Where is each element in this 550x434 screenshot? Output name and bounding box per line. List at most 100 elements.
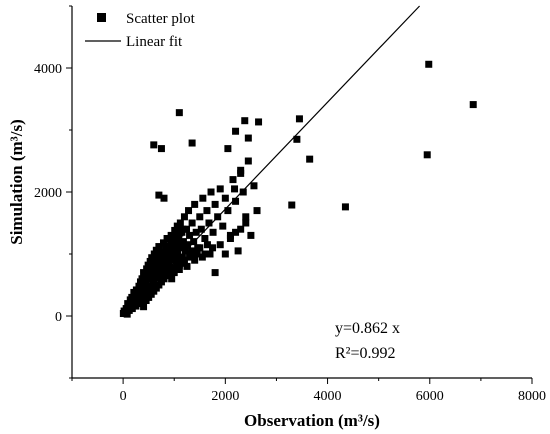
- data-point: [129, 298, 137, 306]
- data-point: [154, 257, 162, 265]
- data-point: [180, 256, 188, 264]
- data-point: [229, 176, 237, 184]
- data-point: [207, 188, 215, 196]
- data-point: [158, 257, 166, 265]
- data-point: [184, 241, 192, 249]
- legend-scatter-label: Scatter plot: [126, 11, 196, 27]
- data-point: [341, 203, 349, 211]
- legend-fit-label: Linear fit: [126, 34, 183, 50]
- data-point: [135, 282, 143, 290]
- data-point: [167, 231, 175, 239]
- data-point: [177, 239, 185, 247]
- data-point: [171, 246, 179, 254]
- data-point: [219, 222, 227, 230]
- data-point: [188, 247, 196, 255]
- x-tick-label: 4000: [314, 389, 342, 404]
- data-point: [239, 188, 247, 196]
- data-point: [176, 219, 184, 227]
- data-point: [139, 281, 147, 289]
- data-point: [140, 292, 148, 300]
- data-point: [216, 241, 224, 249]
- data-point: [170, 269, 178, 277]
- data-point: [191, 200, 199, 208]
- data-point: [144, 261, 152, 269]
- data-point: [180, 213, 188, 221]
- data-point: [163, 272, 171, 280]
- data-point: [163, 235, 171, 242]
- data-point: [137, 297, 145, 304]
- data-point: [423, 151, 431, 159]
- data-point: [206, 250, 214, 258]
- data-point: [142, 276, 150, 284]
- fit-equation: y=0.862 x: [335, 320, 400, 337]
- data-point: [143, 286, 151, 294]
- data-point: [247, 231, 255, 239]
- data-point: [191, 256, 199, 264]
- data-point: [196, 213, 204, 221]
- data-point: [170, 236, 178, 244]
- y-axis-title: Simulation (m³/s): [7, 119, 26, 245]
- data-points: [119, 60, 477, 318]
- data-point: [224, 207, 232, 215]
- data-point: [167, 241, 175, 249]
- data-point: [175, 109, 183, 117]
- data-point: [182, 225, 190, 233]
- data-point: [173, 233, 181, 241]
- fit-line: [122, 5, 421, 317]
- data-point: [203, 207, 211, 215]
- data-point: [221, 194, 229, 202]
- fit-r-squared: R²=0.992: [335, 345, 396, 362]
- data-point: [295, 115, 303, 123]
- data-point: [211, 200, 219, 208]
- data-point: [193, 250, 201, 258]
- axes: [71, 6, 532, 379]
- data-point: [165, 256, 173, 264]
- data-point: [150, 141, 158, 149]
- data-point: [188, 139, 196, 147]
- data-point: [156, 269, 164, 277]
- data-point: [224, 145, 232, 153]
- data-point: [293, 135, 301, 143]
- axis-ticks: 0 2000 4000 6000 8000 0 2000 4000: [34, 5, 546, 404]
- legend: Scatter plot Linear fit: [85, 11, 196, 50]
- data-point: [205, 219, 213, 227]
- data-point: [253, 207, 261, 215]
- data-point: [197, 225, 205, 233]
- data-point: [188, 219, 196, 227]
- data-point: [176, 229, 184, 237]
- data-point: [159, 239, 167, 247]
- data-point: [148, 267, 156, 275]
- data-point: [306, 155, 314, 163]
- x-tick-label: 2000: [211, 389, 239, 404]
- data-point: [146, 257, 154, 265]
- data-point: [211, 269, 219, 277]
- data-point: [221, 250, 229, 258]
- data-point: [164, 250, 172, 258]
- data-point: [241, 117, 249, 125]
- data-point: [201, 235, 209, 242]
- data-point: [159, 265, 167, 273]
- x-tick-label: 8000: [518, 389, 546, 404]
- data-point: [168, 275, 176, 283]
- data-point: [147, 282, 155, 290]
- data-point: [192, 228, 200, 236]
- data-point: [157, 145, 165, 153]
- data-point: [209, 244, 217, 252]
- fit-line-group: [122, 5, 421, 317]
- data-point: [179, 225, 187, 233]
- data-point: [150, 277, 158, 285]
- data-point: [232, 127, 240, 135]
- data-point: [203, 241, 211, 249]
- x-axis-title: Observation (m³/s): [244, 411, 380, 430]
- data-point: [174, 243, 182, 251]
- data-point: [288, 201, 296, 209]
- data-point: [255, 118, 263, 126]
- data-point: [185, 207, 193, 215]
- data-point: [196, 244, 204, 252]
- data-point: [216, 185, 224, 193]
- y-tick-label: 0: [55, 310, 62, 325]
- data-point: [171, 226, 179, 234]
- data-point: [161, 250, 169, 258]
- x-tick-label: 6000: [416, 389, 444, 404]
